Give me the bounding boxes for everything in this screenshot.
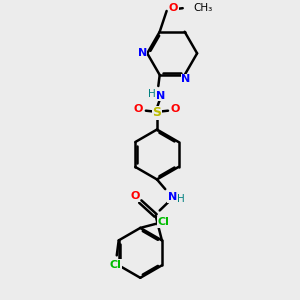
Text: H: H: [177, 194, 185, 204]
Text: N: N: [182, 74, 191, 84]
Text: N: N: [167, 192, 177, 203]
Text: O: O: [171, 104, 180, 114]
Text: O: O: [130, 191, 140, 201]
Text: CH₃: CH₃: [193, 3, 212, 13]
Text: O: O: [134, 104, 143, 114]
Text: Cl: Cl: [158, 218, 169, 227]
Text: S: S: [152, 106, 161, 119]
Text: H: H: [148, 89, 155, 99]
Text: N: N: [156, 91, 165, 101]
Text: O: O: [169, 3, 178, 13]
Text: Cl: Cl: [110, 260, 122, 269]
Text: N: N: [138, 48, 147, 58]
